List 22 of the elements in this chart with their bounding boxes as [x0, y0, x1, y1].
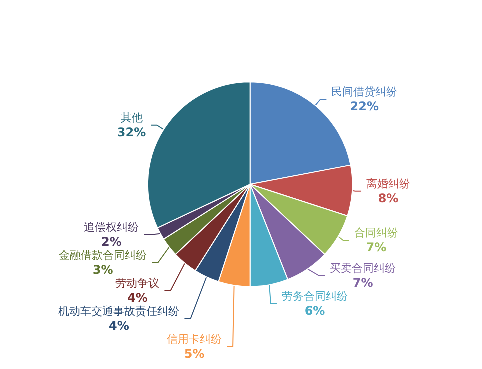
slice-label: 买卖合同纠纷 [330, 262, 396, 275]
data-label: 4% [128, 291, 148, 305]
data-label: 5% [184, 347, 205, 361]
slice-label: 机动车交通事故责任纠纷 [58, 305, 180, 318]
data-label: 7% [366, 240, 387, 255]
data-label: 3% [92, 263, 114, 277]
slice-label: 其他 [120, 111, 143, 124]
slice-label: 劳动争议 [116, 277, 160, 290]
slice-label: 信用卡纠纷 [167, 333, 222, 346]
data-label: 6% [304, 304, 326, 318]
data-label: 2% [102, 235, 122, 249]
data-label: 7% [352, 276, 374, 290]
slice-label: 合同纠纷 [354, 226, 398, 240]
data-label: 22% [350, 99, 380, 114]
data-label: 4% [109, 319, 130, 333]
slice-label: 追偿权纠纷 [84, 221, 140, 234]
slice-label: 金融借款合同纠纷 [59, 249, 148, 262]
slice-label: 离婚纠纷 [366, 177, 411, 190]
data-label: 32% [117, 125, 146, 140]
slice-label: 民间借贷纠纷 [332, 85, 398, 98]
data-label: 8% [378, 191, 399, 206]
slice-label: 劳务合同纠纷 [282, 290, 348, 303]
